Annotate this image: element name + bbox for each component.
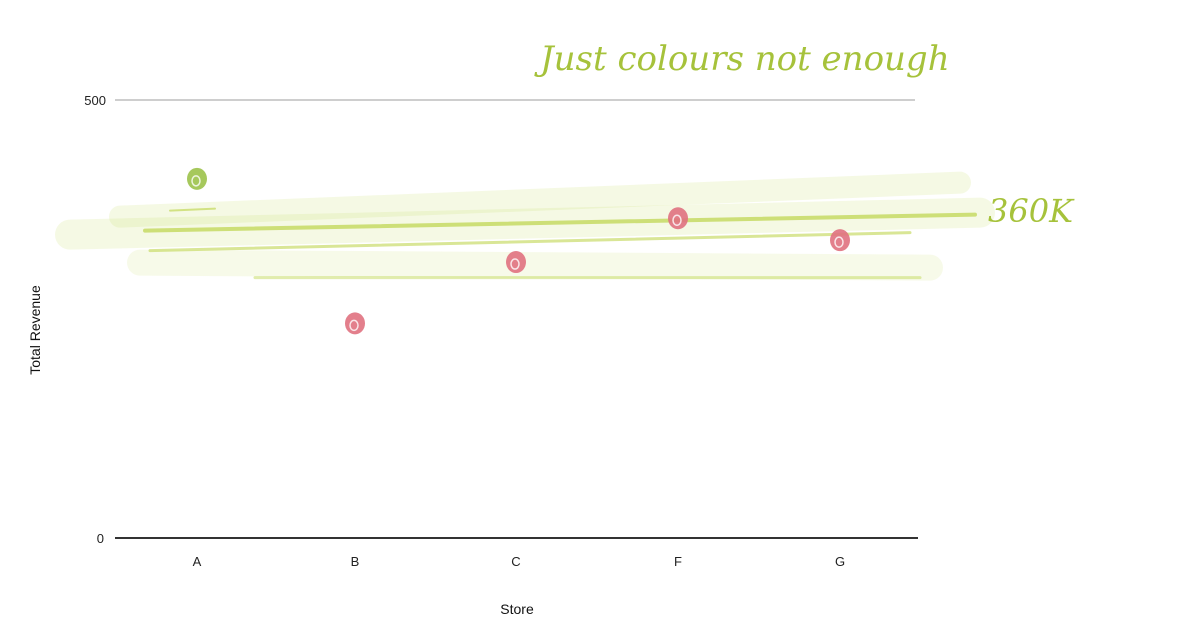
y-tick-label-0: 0 [97,531,104,546]
x-tick-label-G: G [835,554,845,569]
annotation-note: Just colours not enough [534,39,950,79]
x-axis-title: Store [500,601,534,617]
highlight-stroke-6 [169,207,216,212]
x-tick-label-C: C [511,554,520,569]
x-tick-label-A: A [193,554,202,569]
x-tick-label-B: B [351,554,360,569]
data-point-G [830,229,850,252]
highlight-band [55,171,995,281]
data-point-B [345,312,365,335]
highlight-stroke-2 [127,249,943,281]
data-point-C [506,251,526,274]
data-point-A [187,167,207,190]
highlight-stroke-1 [109,171,971,228]
y-axis-title: Total Revenue [27,285,43,375]
data-points [187,167,850,335]
x-tick-label-F: F [674,554,682,569]
highlight-stroke-4 [148,231,912,253]
annotation-threshold-label: 360K [988,192,1075,230]
data-point-F [668,207,688,230]
y-tick-label-500: 500 [84,93,106,108]
highlight-stroke-3 [143,212,977,233]
